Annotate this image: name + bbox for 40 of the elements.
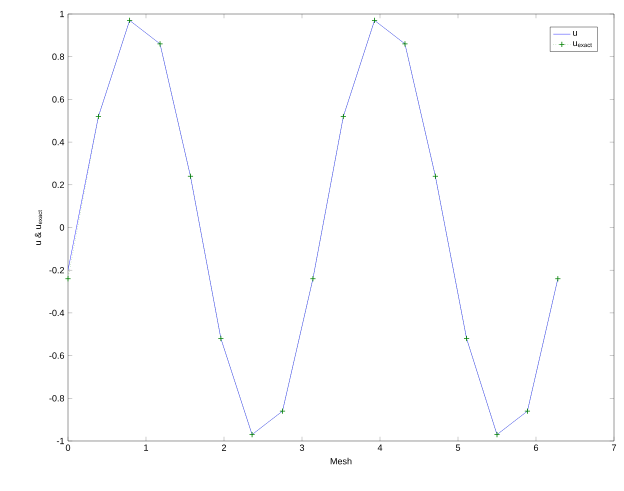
point bbox=[402, 40, 408, 47]
x-tick-label: 5 bbox=[456, 444, 460, 451]
y-tick-label: -0.8 bbox=[49, 395, 64, 402]
point bbox=[340, 113, 346, 120]
x-axis-title: Mesh bbox=[330, 458, 352, 464]
point bbox=[554, 276, 561, 282]
y-tick-label: -1 bbox=[56, 438, 64, 444]
y-tick-label: 0.4 bbox=[52, 138, 64, 146]
legend-label: u bbox=[573, 31, 577, 36]
point bbox=[432, 173, 438, 180]
y-tick-label: 0.6 bbox=[52, 96, 64, 103]
x-tick-label: 0 bbox=[66, 444, 70, 451]
point bbox=[65, 276, 71, 282]
point bbox=[95, 113, 102, 120]
point bbox=[280, 408, 286, 414]
x-tick-label: 3 bbox=[300, 444, 304, 451]
x-tick-label: 6 bbox=[534, 444, 538, 451]
point bbox=[249, 432, 256, 438]
y-tick-label: -0.2 bbox=[49, 267, 64, 274]
x-tick-label: 4 bbox=[378, 444, 382, 451]
point bbox=[126, 17, 133, 24]
y-tick-label: 0.2 bbox=[52, 182, 64, 188]
point bbox=[464, 336, 470, 342]
legend-label: u$_{exact}$ bbox=[573, 41, 592, 48]
point bbox=[187, 173, 194, 180]
y-tick-label: 0.8 bbox=[52, 54, 64, 60]
point bbox=[494, 432, 500, 438]
point bbox=[218, 336, 224, 342]
point bbox=[524, 408, 530, 414]
y-tick-label: 1 bbox=[60, 10, 64, 18]
x-tick-label: 7 bbox=[612, 444, 616, 451]
y-axis-title: u & u$_{exact}$ bbox=[34, 210, 42, 245]
point bbox=[310, 276, 316, 282]
x-tick-label: 1 bbox=[144, 444, 148, 451]
x-tick-label: 2 bbox=[222, 444, 226, 451]
point bbox=[372, 17, 378, 24]
y-tick-label: 0 bbox=[60, 224, 64, 231]
y-tick-label: -0.4 bbox=[49, 310, 64, 316]
point bbox=[157, 40, 164, 47]
y-tick-label: -0.6 bbox=[49, 352, 64, 359]
